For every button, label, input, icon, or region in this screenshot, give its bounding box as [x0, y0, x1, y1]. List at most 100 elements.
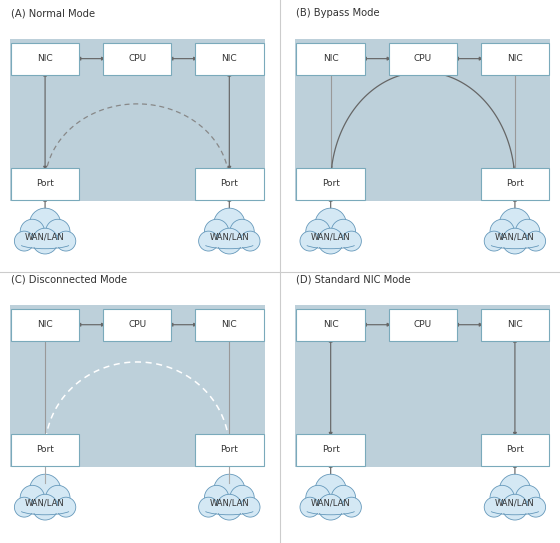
Circle shape — [490, 485, 514, 510]
Circle shape — [306, 219, 330, 244]
Circle shape — [516, 219, 540, 244]
FancyBboxPatch shape — [389, 309, 457, 340]
Circle shape — [300, 497, 320, 517]
Text: (B) Bypass Mode: (B) Bypass Mode — [296, 8, 380, 18]
Circle shape — [484, 231, 504, 251]
Circle shape — [315, 474, 346, 506]
FancyBboxPatch shape — [296, 309, 365, 340]
Circle shape — [32, 494, 58, 520]
Circle shape — [56, 497, 76, 517]
Text: WAN/LAN: WAN/LAN — [495, 498, 535, 507]
FancyBboxPatch shape — [296, 43, 365, 74]
Text: (A) Normal Mode: (A) Normal Mode — [11, 8, 95, 18]
Text: (D) Standard NIC Mode: (D) Standard NIC Mode — [296, 274, 411, 284]
Circle shape — [318, 228, 343, 254]
Text: NIC: NIC — [38, 320, 53, 329]
FancyBboxPatch shape — [296, 168, 365, 200]
Text: Port: Port — [506, 179, 524, 188]
Circle shape — [15, 231, 34, 251]
Circle shape — [214, 474, 245, 506]
Circle shape — [300, 231, 320, 251]
Circle shape — [526, 231, 545, 251]
Text: NIC: NIC — [222, 320, 237, 329]
FancyBboxPatch shape — [195, 168, 264, 200]
Circle shape — [240, 231, 260, 251]
Text: NIC: NIC — [38, 54, 53, 63]
Circle shape — [46, 485, 70, 510]
Circle shape — [306, 485, 330, 510]
FancyBboxPatch shape — [389, 43, 457, 74]
FancyBboxPatch shape — [480, 168, 549, 200]
Circle shape — [20, 219, 44, 244]
Circle shape — [217, 228, 242, 254]
Text: NIC: NIC — [507, 54, 522, 63]
Text: CPU: CPU — [128, 320, 146, 329]
Text: Port: Port — [506, 445, 524, 454]
FancyBboxPatch shape — [203, 240, 255, 247]
FancyBboxPatch shape — [203, 506, 255, 513]
Text: NIC: NIC — [222, 54, 237, 63]
Text: CPU: CPU — [414, 54, 432, 63]
Circle shape — [15, 497, 34, 517]
FancyBboxPatch shape — [480, 309, 549, 340]
Circle shape — [526, 497, 545, 517]
Circle shape — [32, 228, 58, 254]
Circle shape — [500, 208, 530, 240]
FancyBboxPatch shape — [19, 240, 71, 247]
Text: Port: Port — [322, 445, 339, 454]
Text: NIC: NIC — [323, 54, 338, 63]
FancyBboxPatch shape — [11, 309, 80, 340]
FancyBboxPatch shape — [11, 434, 80, 466]
Circle shape — [516, 485, 540, 510]
Text: (C) Disconnected Mode: (C) Disconnected Mode — [11, 274, 127, 284]
Text: NIC: NIC — [323, 320, 338, 329]
Text: Port: Port — [221, 445, 238, 454]
FancyBboxPatch shape — [480, 43, 549, 74]
Circle shape — [204, 485, 228, 510]
Text: WAN/LAN: WAN/LAN — [311, 498, 351, 507]
Circle shape — [240, 497, 260, 517]
FancyBboxPatch shape — [19, 506, 71, 513]
Circle shape — [490, 219, 514, 244]
Text: Port: Port — [322, 179, 339, 188]
FancyBboxPatch shape — [11, 43, 80, 74]
Circle shape — [199, 231, 218, 251]
FancyBboxPatch shape — [296, 434, 365, 466]
Text: WAN/LAN: WAN/LAN — [25, 232, 65, 241]
FancyBboxPatch shape — [489, 506, 541, 513]
FancyBboxPatch shape — [103, 43, 171, 74]
Circle shape — [502, 494, 528, 520]
Circle shape — [199, 497, 218, 517]
Text: WAN/LAN: WAN/LAN — [209, 498, 249, 507]
FancyBboxPatch shape — [489, 240, 541, 247]
FancyBboxPatch shape — [195, 43, 264, 74]
Circle shape — [230, 485, 254, 510]
FancyBboxPatch shape — [305, 240, 357, 247]
Text: Port: Port — [36, 179, 54, 188]
FancyBboxPatch shape — [305, 506, 357, 513]
Text: WAN/LAN: WAN/LAN — [209, 232, 249, 241]
FancyBboxPatch shape — [480, 434, 549, 466]
Circle shape — [502, 228, 528, 254]
FancyBboxPatch shape — [11, 168, 80, 200]
Circle shape — [315, 208, 346, 240]
Circle shape — [318, 494, 343, 520]
Text: CPU: CPU — [414, 320, 432, 329]
FancyBboxPatch shape — [295, 39, 550, 201]
Circle shape — [342, 497, 361, 517]
Circle shape — [230, 219, 254, 244]
Circle shape — [214, 208, 245, 240]
Text: WAN/LAN: WAN/LAN — [495, 232, 535, 241]
Text: NIC: NIC — [507, 320, 522, 329]
Text: CPU: CPU — [128, 54, 146, 63]
Text: WAN/LAN: WAN/LAN — [25, 498, 65, 507]
Circle shape — [484, 497, 504, 517]
Circle shape — [204, 219, 228, 244]
Circle shape — [20, 485, 44, 510]
Circle shape — [342, 231, 361, 251]
Text: WAN/LAN: WAN/LAN — [311, 232, 351, 241]
Circle shape — [46, 219, 70, 244]
Circle shape — [56, 231, 76, 251]
Circle shape — [30, 474, 60, 506]
FancyBboxPatch shape — [195, 434, 264, 466]
